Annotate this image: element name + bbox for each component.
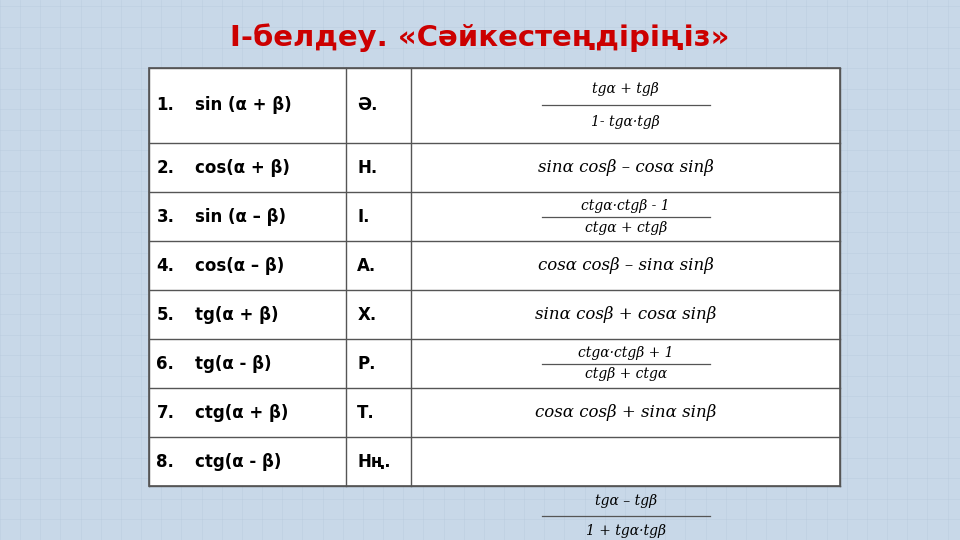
Text: cos(α + β): cos(α + β) [195, 159, 290, 177]
Text: ctg(α + β): ctg(α + β) [195, 403, 288, 422]
Text: 6.: 6. [156, 355, 175, 373]
Text: ctg(α - β): ctg(α - β) [195, 453, 281, 470]
Text: cos(α – β): cos(α – β) [195, 256, 284, 275]
Text: ctgα + ctgβ: ctgα + ctgβ [585, 220, 667, 234]
Text: 4.: 4. [156, 256, 175, 275]
Text: Х.: Х. [357, 306, 376, 323]
Text: 2.: 2. [156, 159, 175, 177]
Text: sinα cosβ – cosα sinβ: sinα cosβ – cosα sinβ [538, 159, 713, 177]
Text: Нң.: Нң. [357, 453, 391, 470]
Text: ctgα·ctgβ + 1: ctgα·ctgβ + 1 [578, 346, 674, 360]
Text: sinα cosβ + cosα sinβ: sinα cosβ + cosα sinβ [535, 306, 716, 323]
Text: ctgβ + ctgα: ctgβ + ctgα [585, 367, 667, 381]
Text: І-белдеу. «Сәйкестеңдіріңіз»: І-белдеу. «Сәйкестеңдіріңіз» [230, 23, 730, 52]
Text: sin (α – β): sin (α – β) [195, 208, 286, 226]
Text: cosα cosβ – sinα sinβ: cosα cosβ – sinα sinβ [538, 257, 713, 274]
Text: 8.: 8. [156, 453, 175, 470]
Text: 7.: 7. [156, 403, 175, 422]
Text: Ә.: Ә. [357, 97, 378, 114]
Text: А.: А. [357, 256, 376, 275]
Bar [149, 68, 840, 486]
Text: Т.: Т. [357, 403, 375, 422]
Text: tg(α + β): tg(α + β) [195, 306, 278, 323]
Text: 1.: 1. [156, 97, 175, 114]
Text: tgα + tgβ: tgα + tgβ [592, 82, 660, 96]
Text: Н.: Н. [357, 159, 377, 177]
Text: 1 + tgα·tgβ: 1 + tgα·tgβ [586, 524, 665, 538]
Text: І.: І. [357, 208, 370, 226]
Text: Р.: Р. [357, 355, 375, 373]
Text: 3.: 3. [156, 208, 175, 226]
Text: cosα cosβ + sinα sinβ: cosα cosβ + sinα sinβ [535, 404, 716, 421]
Text: tg(α - β): tg(α - β) [195, 355, 272, 373]
Text: 5.: 5. [156, 306, 175, 323]
Text: ctgα·ctgβ - 1: ctgα·ctgβ - 1 [582, 199, 670, 213]
Text: 1- tgα·tgβ: 1- tgα·tgβ [591, 115, 660, 129]
Text: sin (α + β): sin (α + β) [195, 97, 292, 114]
Text: tgα – tgβ: tgα – tgβ [594, 494, 657, 508]
